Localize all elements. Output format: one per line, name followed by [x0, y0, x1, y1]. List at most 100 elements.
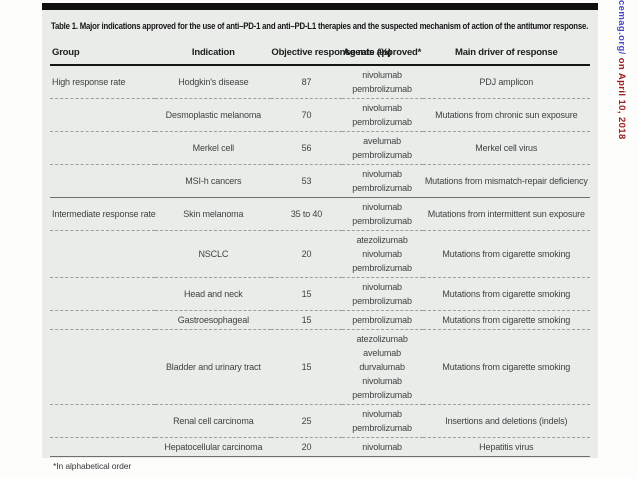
driver-cell: Merkel cell virus: [475, 143, 538, 153]
response-rate-cell: 25: [301, 416, 312, 426]
agent-name: atezolizumab: [356, 235, 408, 245]
indication-cell: Gastroesophageal: [177, 315, 249, 325]
agents-cell: nivolumab pembrolizumab: [342, 99, 423, 132]
column-header-3: Agents approved*: [341, 45, 423, 66]
agent-name: pembrolizumab: [352, 216, 412, 226]
driver-cell: Mutations from chronic sun exposure: [435, 110, 578, 120]
agent-name: nivolumab: [362, 202, 402, 212]
driver-cell: Mutations from cigarette smoking: [442, 362, 571, 372]
group-cell: [50, 330, 155, 405]
agent-name: avelumab: [363, 348, 401, 358]
driver-cell: PDJ amplicon: [479, 77, 534, 87]
margin-date-text: on April 10, 2018: [616, 54, 627, 140]
agent-name: nivolumab: [362, 442, 402, 452]
response-rate-cell: 35 to 40: [290, 209, 323, 219]
agents-cell: nivolumab pembrolizumab: [342, 165, 423, 198]
agents-cell: nivolumab pembrolizumab: [342, 65, 423, 99]
agents-cell: atezolizumab avelumab durvalumab nivolumab p…: [342, 330, 423, 405]
group-cell: [50, 405, 155, 438]
margin-link[interactable]: cemag.org/: [616, 0, 627, 55]
agents-cell: avelumab pembrolizumab: [342, 132, 423, 165]
group-cell: [50, 165, 155, 198]
table-row: Head and neck 15 nivolumab pembrolizumab Mut…: [50, 277, 590, 311]
agent-name: nivolumab: [362, 169, 402, 179]
response-rate-cell: 70: [301, 110, 312, 120]
group-cell: [50, 278, 155, 311]
group-cell: High response rate: [52, 77, 126, 87]
group-cell: [50, 99, 155, 132]
indication-cell: NSCLC: [198, 249, 229, 259]
agents-cell: nivolumab: [342, 438, 423, 457]
group-cell: [50, 231, 155, 278]
agent-name: durvalumab: [359, 362, 405, 372]
agent-name: pembrolizumab: [352, 315, 412, 325]
indications-table: Group Indication Objective response rate (…: [50, 45, 590, 457]
agent-name: nivolumab: [362, 409, 402, 419]
group-cell: [50, 438, 155, 457]
table-row: Desmoplastic melanoma 70 nivolumab pembroli…: [50, 98, 590, 132]
group-cell: [50, 311, 155, 330]
response-rate-cell: 20: [301, 249, 312, 259]
response-rate-cell: 15: [301, 315, 312, 325]
agents-cell: atezolizumab nivolumab pembrolizumab: [342, 231, 423, 278]
table-row: Merkel cell 56 avelumab pembrolizumab Merkel…: [50, 131, 590, 165]
agent-name: pembrolizumab: [352, 296, 412, 306]
column-header-2: Objective response rate (%): [271, 45, 391, 66]
agent-name: nivolumab: [362, 249, 402, 259]
group-cell: [50, 132, 155, 165]
driver-cell: Mutations from cigarette smoking: [442, 289, 571, 299]
agent-name: nivolumab: [362, 376, 402, 386]
agent-name: nivolumab: [362, 70, 402, 80]
response-rate-cell: 15: [301, 362, 312, 372]
agents-cell: nivolumab pembrolizumab: [342, 198, 423, 231]
table-footnote: *In alphabetical order: [53, 461, 132, 471]
agent-name: nivolumab: [362, 103, 402, 113]
agent-name: pembrolizumab: [352, 117, 412, 127]
response-rate-cell: 53: [301, 176, 312, 186]
table-row: Gastroesophageal 15 pembrolizumab Mutations…: [50, 310, 590, 330]
agent-name: pembrolizumab: [352, 183, 412, 193]
agents-cell: pembrolizumab: [342, 311, 423, 330]
agent-name: pembrolizumab: [352, 390, 412, 400]
table-row: Bladder and urinary tract 15 atezolizumab a…: [50, 329, 590, 405]
indication-cell: Hodgkin's disease: [178, 77, 249, 87]
column-header-1: Indication: [155, 45, 272, 66]
driver-cell: Hepatitis virus: [479, 442, 534, 452]
driver-cell: Mutations from cigarette smoking: [442, 315, 571, 325]
driver-cell: Mutations from intermittent sun exposure: [427, 209, 585, 219]
table-row: MSI-h cancers 53 nivolumab pembrolizumab Mut…: [50, 164, 590, 198]
agent-name: pembrolizumab: [352, 150, 412, 160]
response-rate-cell: 20: [301, 442, 312, 452]
response-rate-cell: 56: [301, 143, 312, 153]
indication-cell: Bladder and urinary tract: [165, 362, 261, 372]
table-title: Table 1. Major indications approved for …: [51, 21, 589, 32]
table-row: Hepatocellular carcinoma 20 nivolumab Hepat…: [50, 437, 590, 457]
indication-cell: Head and neck: [184, 289, 243, 299]
group-cell: Intermediate response rate: [52, 209, 156, 219]
response-rate-cell: 87: [301, 77, 312, 87]
driver-cell: Insertions and deletions (indels): [445, 416, 568, 426]
table-top-rule: [42, 3, 598, 10]
indication-cell: Desmoplastic melanoma: [165, 110, 262, 120]
response-rate-cell: 15: [301, 289, 312, 299]
agents-cell: nivolumab pembrolizumab: [342, 405, 423, 438]
indication-cell: Merkel cell: [192, 143, 235, 153]
indication-cell: Hepatocellular carcinoma: [164, 442, 263, 452]
agent-name: atezolizumab: [356, 334, 408, 344]
table-card: Table 1. Major indications approved for …: [42, 3, 598, 471]
driver-cell: Mutations from cigarette smoking: [442, 249, 571, 259]
driver-cell: Mutations from mismatch-repair deficienc…: [424, 176, 588, 186]
table-header-row: Group Indication Objective response rate (…: [50, 45, 590, 66]
table-row: High response rate Hodgkin's disease 87 niv…: [50, 65, 590, 99]
column-header-4: Main driver of response: [422, 45, 590, 66]
agent-name: pembrolizumab: [352, 84, 412, 94]
agents-cell: nivolumab pembrolizumab: [342, 278, 423, 311]
indication-cell: Renal cell carcinoma: [173, 416, 254, 426]
column-header-0: Group: [50, 45, 156, 66]
margin-download-note: cemag.org/ on April 10, 2018: [616, 0, 627, 140]
agent-name: avelumab: [363, 136, 401, 146]
agent-name: pembrolizumab: [352, 423, 412, 433]
agent-name: nivolumab: [362, 282, 402, 292]
indication-cell: MSI-h cancers: [185, 176, 242, 186]
table-row: NSCLC 20 atezolizumab nivolumab pembrolizuma…: [50, 230, 590, 278]
